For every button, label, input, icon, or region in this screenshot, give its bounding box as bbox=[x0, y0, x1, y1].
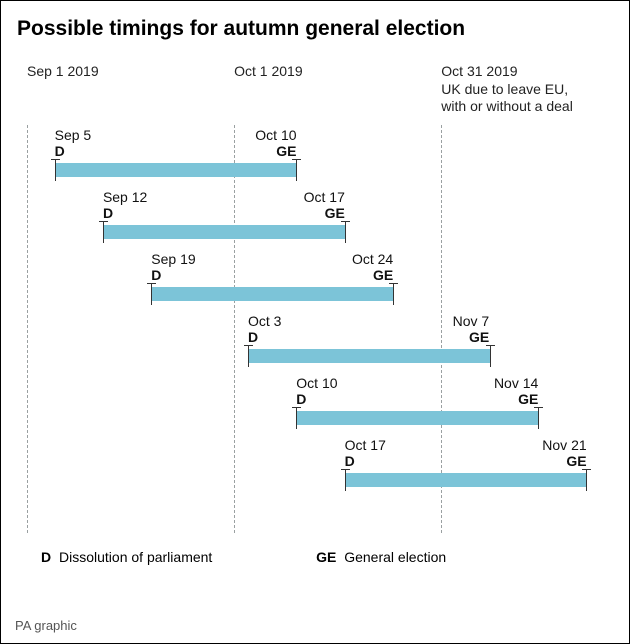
bar-start-label: Oct 3D bbox=[248, 313, 281, 345]
axis-label: Sep 1 2019 bbox=[27, 63, 99, 81]
timeline-row: Sep 12D Oct 17GE bbox=[27, 189, 607, 247]
timeline-row: Sep 5D Oct 10GE bbox=[27, 127, 607, 185]
chart-area: Sep 1 2019 Oct 1 2019 Oct 31 2019UK due to… bbox=[27, 63, 607, 533]
bar-end-label: Nov 21GE bbox=[542, 437, 586, 469]
timeline-row: Oct 17D Nov 21GE bbox=[27, 437, 607, 495]
axis-labels: Sep 1 2019 Oct 1 2019 Oct 31 2019UK due to… bbox=[27, 63, 607, 125]
bar-start-label: Sep 12D bbox=[103, 189, 147, 221]
bar-end-label: Oct 24GE bbox=[352, 251, 393, 283]
credit-text: PA graphic bbox=[15, 618, 77, 633]
legend-d-text: Dissolution of parliament bbox=[59, 549, 212, 565]
timeline-bar bbox=[296, 411, 538, 425]
timeline-bar bbox=[55, 163, 297, 177]
bar-cap-end bbox=[490, 345, 491, 367]
legend: D Dissolution of parliament GE General e… bbox=[41, 549, 623, 565]
bar-cap-end bbox=[586, 469, 587, 491]
bar-cap-start bbox=[103, 221, 104, 243]
bar-end-label: Oct 17GE bbox=[304, 189, 345, 221]
bar-end-label: Nov 7GE bbox=[453, 313, 490, 345]
bar-start-label: Oct 17D bbox=[345, 437, 386, 469]
bar-cap-start bbox=[296, 407, 297, 429]
timeline-bar bbox=[151, 287, 393, 301]
axis-label: Oct 1 2019 bbox=[234, 63, 303, 81]
bar-cap-end bbox=[393, 283, 394, 305]
bar-cap-end bbox=[538, 407, 539, 429]
bar-start-label: Sep 19D bbox=[151, 251, 195, 283]
timeline-row: Sep 19D Oct 24GE bbox=[27, 251, 607, 309]
bar-start-label: Sep 5D bbox=[55, 127, 92, 159]
timeline-row: Oct 10D Nov 14GE bbox=[27, 375, 607, 433]
chart-frame: Possible timings for autumn general elec… bbox=[0, 0, 630, 644]
bar-end-label: Nov 14GE bbox=[494, 375, 538, 407]
bar-cap-start bbox=[345, 469, 346, 491]
bar-cap-start bbox=[55, 159, 56, 181]
chart-title: Possible timings for autumn general elec… bbox=[17, 17, 623, 41]
axis-label: Oct 31 2019UK due to leave EU,with or wi… bbox=[441, 63, 573, 116]
bar-start-label: Oct 10D bbox=[296, 375, 337, 407]
timeline-bar bbox=[103, 225, 345, 239]
bar-cap-start bbox=[248, 345, 249, 367]
bar-cap-start bbox=[151, 283, 152, 305]
timeline-bar bbox=[345, 473, 587, 487]
legend-d-key: D bbox=[41, 549, 51, 565]
timeline-row: Oct 3D Nov 7GE bbox=[27, 313, 607, 371]
timeline-bar bbox=[248, 349, 490, 363]
bar-cap-end bbox=[345, 221, 346, 243]
bar-cap-end bbox=[296, 159, 297, 181]
bar-end-label: Oct 10GE bbox=[255, 127, 296, 159]
plot-area: Sep 5D Oct 10GE Sep 12D Oct 17GE Sep 19D Oct … bbox=[27, 125, 607, 533]
legend-ge-text: General election bbox=[344, 549, 446, 565]
legend-ge-key: GE bbox=[316, 549, 336, 565]
